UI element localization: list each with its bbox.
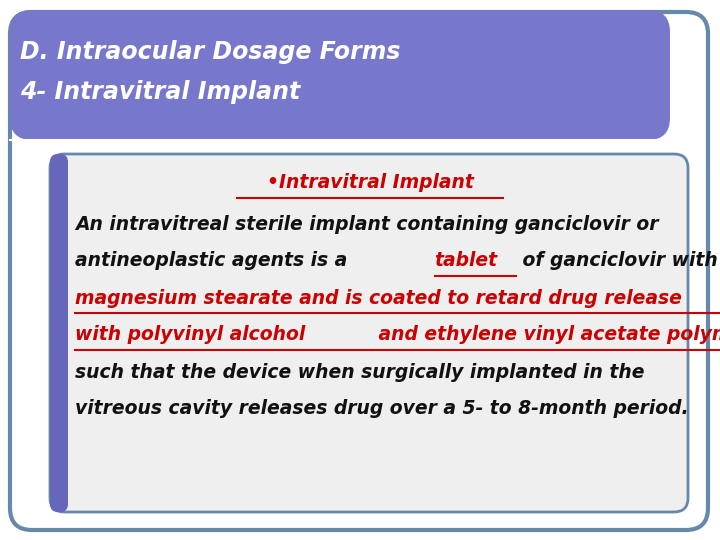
Text: and ethylene vinyl acetate polymers: and ethylene vinyl acetate polymers	[372, 326, 720, 345]
Text: 4- Intravitral Implant: 4- Intravitral Implant	[20, 80, 300, 104]
Text: •Intravitral Implant: •Intravitral Implant	[266, 172, 474, 192]
FancyBboxPatch shape	[50, 154, 688, 512]
Text: vitreous cavity releases drug over a 5- to 8-month period.: vitreous cavity releases drug over a 5- …	[75, 400, 688, 419]
Text: An intravitreal sterile implant containing ganciclovir or: An intravitreal sterile implant containi…	[75, 214, 659, 233]
Text: D. Intraocular Dosage Forms: D. Intraocular Dosage Forms	[20, 40, 400, 64]
Text: antineoplastic agents is a: antineoplastic agents is a	[75, 252, 354, 271]
Text: such that the device when surgically implanted in the: such that the device when surgically imp…	[75, 362, 644, 381]
Text: with polyvinyl alcohol: with polyvinyl alcohol	[75, 326, 305, 345]
FancyBboxPatch shape	[50, 154, 68, 512]
Text: of ganciclovir with: of ganciclovir with	[516, 252, 718, 271]
FancyBboxPatch shape	[10, 10, 670, 140]
Text: magnesium stearate and is coated to retard drug release: magnesium stearate and is coated to reta…	[75, 288, 682, 307]
FancyBboxPatch shape	[10, 12, 708, 530]
Text: tablet: tablet	[435, 252, 498, 271]
